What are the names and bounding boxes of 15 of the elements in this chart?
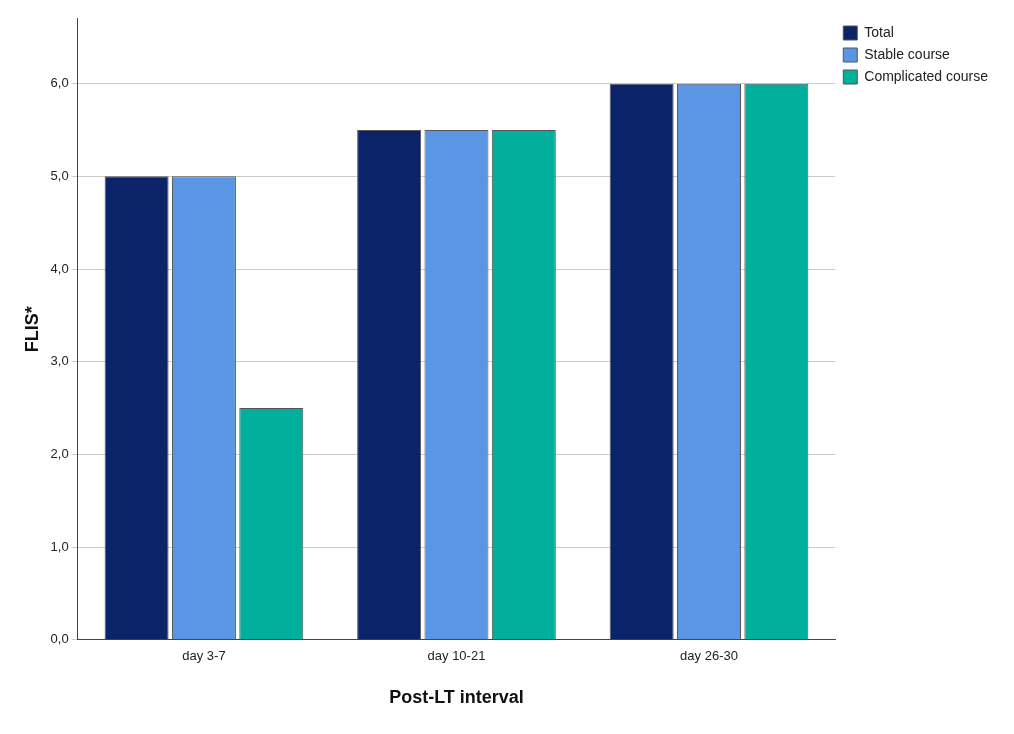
y-tick-label: 4,0 [50,260,69,276]
y-tick-label: 2,0 [50,446,69,462]
y-tick-label: 3,0 [50,353,69,369]
x-tick-label: day 26-30 [680,648,738,664]
x-axis-title: Post-LT interval [389,687,524,708]
y-axis-title: FLIS* [21,306,42,353]
y-tick-label: 5,0 [50,167,69,183]
legend-label: Stable course [864,45,951,62]
y-tick-label: 1,0 [50,538,69,554]
y-tick-label: 0,0 [50,631,69,647]
legend-label: Complicated course [864,67,989,84]
x-tick-label: day 10-21 [427,648,486,664]
y-tick-label: 6,0 [50,75,69,91]
legend-label: Total [864,23,894,40]
x-tick-label: day 3-7 [182,648,226,664]
